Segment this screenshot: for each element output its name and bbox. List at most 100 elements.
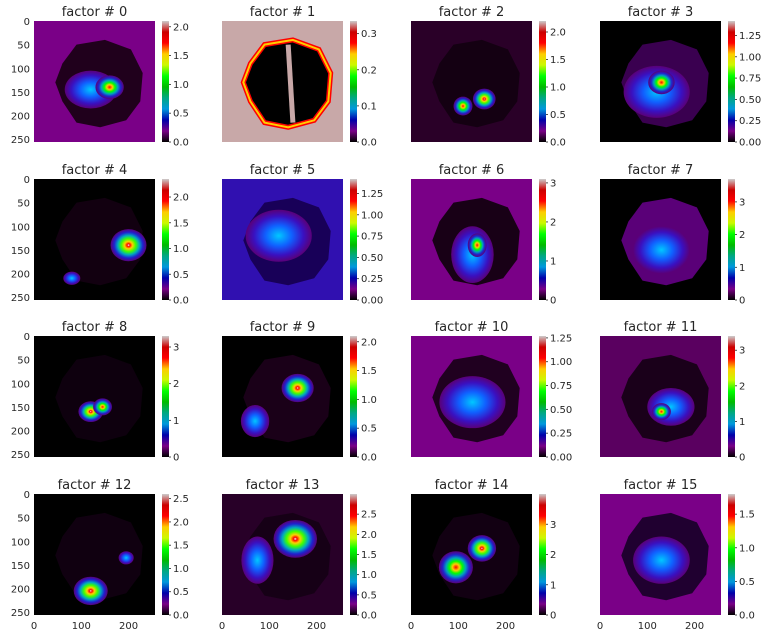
colorbar: 0 1 2 3 <box>162 336 179 464</box>
y-tick-label: 0 <box>24 490 30 501</box>
heatmap-image <box>222 179 343 300</box>
colorbar: 0.0 0.1 0.2 0.3 <box>350 21 377 149</box>
y-tick-label: 50 <box>17 514 30 525</box>
heatmap-image <box>600 494 721 615</box>
y-tick-label: 100 <box>11 222 30 233</box>
colorbar-tick-label: 1.0 <box>173 244 189 255</box>
heatmap-tissue <box>55 197 143 286</box>
colorbar-gradient <box>539 336 546 457</box>
x-tick-label: 200 <box>496 621 515 632</box>
colorbar-tick-label: 1.0 <box>361 570 377 581</box>
x-tick-label: 0 <box>31 621 37 632</box>
colorbar-tick-label: 0.25 <box>739 116 761 127</box>
factor-panel-10: factor # 10 0.00 0.25 0.50 0.75 1.00 1.25 <box>411 320 572 464</box>
colorbar-gradient <box>539 494 546 615</box>
x-tick-label: 100 <box>72 621 91 632</box>
colorbar-gradient <box>539 21 546 142</box>
colorbar-tick-label: 1.00 <box>739 52 761 63</box>
colorbar-tick-label: 1.0 <box>550 83 566 94</box>
colorbar-tick-label: 0 <box>739 296 745 307</box>
colorbar-tick-label: 0.5 <box>173 109 189 120</box>
colorbar-tick-label: 0.25 <box>361 274 383 285</box>
colorbar-tick-label: 0.00 <box>361 296 383 307</box>
y-tick-label: 250 <box>11 135 30 146</box>
colorbar-tick-label: 0.5 <box>361 590 377 601</box>
factor-panel-9: factor # 9 0.0 0.5 1.0 1.5 2.0 <box>222 320 377 464</box>
colorbar-tick-label: 0.0 <box>550 138 566 149</box>
colorbar-tick-label: 0.25 <box>550 429 572 440</box>
colorbar-tick-label: 0 <box>550 611 556 622</box>
colorbar-gradient <box>728 336 735 457</box>
colorbar-tick-label: 3 <box>739 197 745 208</box>
colorbar-tick-label: 1.0 <box>173 80 189 91</box>
heatmap-hotspot <box>241 536 274 584</box>
y-tick-label: 150 <box>11 246 30 257</box>
colorbar-tick-label: 0.5 <box>173 270 189 281</box>
heatmap-hotspot <box>95 75 124 99</box>
heatmap-image <box>34 179 155 300</box>
heatmap-hotspot <box>633 536 690 584</box>
colorbar-tick-label: 0.50 <box>361 253 383 264</box>
colorbar-tick-label: 1.25 <box>550 333 572 344</box>
colorbar-tick-label: 0.00 <box>739 138 761 149</box>
heatmap-hotspot <box>467 535 497 562</box>
colorbar-tick-label: 1.00 <box>550 357 572 368</box>
factor-panel-8: factor # 8 0 50 100 150 200 250 0 1 2 3 <box>11 320 179 464</box>
colorbar-tick-label: 1.0 <box>739 543 755 554</box>
colorbar-tick-label: 2.0 <box>173 517 189 528</box>
colorbar: 0.0 0.5 1.0 1.5 <box>728 494 755 622</box>
colorbar-tick-label: 0.5 <box>361 424 377 435</box>
colorbar: 0.0 0.5 1.0 1.5 2.0 2.5 <box>350 494 377 622</box>
colorbar-gradient <box>350 21 357 142</box>
colorbar-tick-label: 3 <box>739 346 745 357</box>
heatmap-hotspot <box>273 519 318 558</box>
panel-title: factor # 11 <box>624 320 698 335</box>
y-tick-label: 100 <box>11 537 30 548</box>
colorbar-tick-label: 0 <box>173 453 179 464</box>
y-tick-label: 250 <box>11 450 30 461</box>
colorbar-tick-label: 0.0 <box>739 611 755 622</box>
colorbar-tick-label: 1.0 <box>173 564 189 575</box>
heatmap-hotspot <box>438 551 473 584</box>
heatmap-image <box>411 21 532 142</box>
heatmap-hotspot <box>633 226 690 274</box>
colorbar-tick-label: 1.5 <box>550 55 566 66</box>
heatmap-hotspot <box>73 576 108 606</box>
colorbar-tick-label: 0.5 <box>550 110 566 121</box>
colorbar-tick-label: 1.5 <box>173 218 189 229</box>
y-tick-label: 50 <box>17 199 30 210</box>
x-tick-label: 0 <box>219 621 225 632</box>
colorbar-tick-label: 1 <box>550 256 556 267</box>
heatmap-image <box>411 336 532 457</box>
factor-panel-3: factor # 3 0.00 0.25 0.50 0.75 1.00 1.25 <box>600 5 761 149</box>
colorbar-tick-label: 2 <box>739 381 745 392</box>
colorbar-tick-label: 2 <box>739 230 745 241</box>
panel-title: factor # 1 <box>250 5 316 20</box>
colorbar-tick-label: 1.5 <box>361 366 377 377</box>
y-tick-label: 0 <box>24 17 30 28</box>
colorbar-tick-label: 0.0 <box>361 611 377 622</box>
heatmap-image <box>34 21 155 142</box>
heatmap-image <box>600 21 721 142</box>
y-tick-label: 0 <box>24 332 30 343</box>
colorbar-tick-label: 0.00 <box>550 453 572 464</box>
colorbar-tick-label: 1.00 <box>361 210 383 221</box>
panel-title: factor # 9 <box>250 320 316 335</box>
colorbar-tick-label: 0.2 <box>361 65 377 76</box>
heatmap-hotspot <box>240 405 270 438</box>
colorbar: 0.00 0.25 0.50 0.75 1.00 1.25 <box>350 179 383 307</box>
factor-panel-15: factor # 15 0 100 200 0.0 0.5 1.0 1.5 <box>597 478 755 632</box>
colorbar-tick-label: 2.0 <box>550 28 566 39</box>
y-tick-label: 200 <box>11 427 30 438</box>
heatmap-hotspot <box>648 70 675 95</box>
heatmap-image <box>600 336 721 457</box>
factor-panel-6: factor # 6 0 1 2 3 <box>411 163 556 307</box>
heatmap-hotspot <box>453 96 473 116</box>
colorbar-tick-label: 2.5 <box>361 510 377 521</box>
colorbar-tick-label: 1.25 <box>361 189 383 200</box>
panel-title: factor # 10 <box>435 320 509 335</box>
heatmap-hotspot <box>651 403 671 421</box>
x-tick-label: 0 <box>597 621 603 632</box>
colorbar-gradient <box>350 494 357 615</box>
y-tick-label: 100 <box>11 379 30 390</box>
